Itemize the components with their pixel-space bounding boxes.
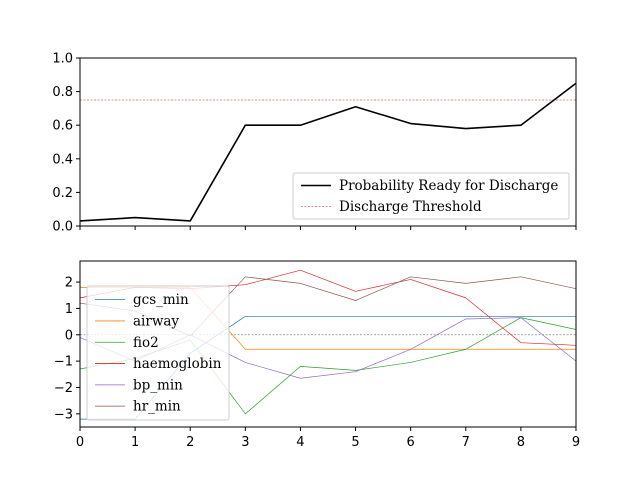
y-tick-label: 0.4 [52, 152, 73, 167]
x-tick-label: 5 [351, 435, 359, 450]
y-tick-label: 0.6 [52, 119, 73, 134]
y-tick-label: 0.0 [52, 220, 73, 235]
axes-frame [79, 260, 577, 428]
axes-frame [79, 57, 577, 227]
x-tick-label: 4 [296, 435, 304, 450]
legend-box [86, 285, 230, 421]
legend-box [292, 172, 570, 220]
x-tick-label: 6 [407, 435, 415, 450]
legend-label: bp_min [133, 377, 183, 393]
panel-probability: 0.0 0.2 0.4 0.6 0.8 1.0 Probability Ready for … [52, 52, 577, 235]
y-tick-label: −3 [54, 407, 73, 422]
legend-label: hr_min [133, 399, 181, 415]
y-tick-label: 0 [65, 328, 73, 343]
y-tick-label: 1 [65, 302, 73, 317]
y-tick-label: −2 [54, 381, 73, 396]
y-tick-label: 2 [65, 276, 73, 291]
legend-label: airway [133, 313, 179, 329]
legend-label: Discharge Threshold [339, 199, 482, 215]
x-tick-label: 8 [517, 435, 525, 450]
x-tick-label: 9 [572, 435, 580, 450]
x-tick-label: 0 [76, 435, 84, 450]
x-tick-label: 7 [462, 435, 470, 450]
legend-label: gcs_min [133, 292, 189, 308]
x-tick-label: 2 [186, 435, 194, 450]
x-tick-label: 1 [131, 435, 139, 450]
y-tick-label: 0.2 [52, 186, 73, 201]
y-tick-label: 0.8 [52, 85, 73, 100]
y-tick-label: −1 [54, 355, 73, 370]
legend-label: haemoglobin [133, 356, 222, 372]
x-tick-label: 3 [241, 435, 249, 450]
legend-label: Probability Ready for Discharge [339, 178, 558, 194]
y-tick-label: 1.0 [52, 52, 73, 67]
series-line-probability-ready-for-discharge [79, 82, 577, 222]
legend-label: fio2 [133, 335, 159, 351]
